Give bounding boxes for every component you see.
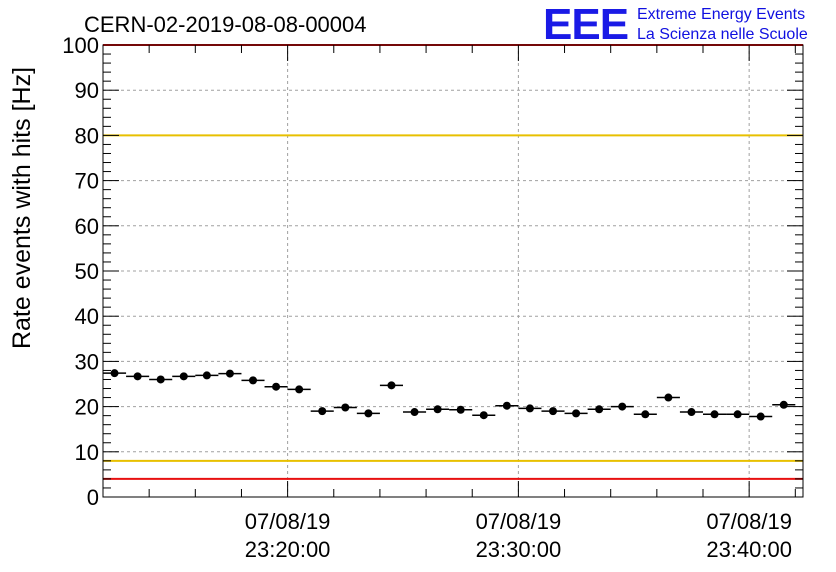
data-point <box>687 408 696 417</box>
reference-lines <box>103 44 803 480</box>
data-point <box>272 382 281 391</box>
y-tick-label: 80 <box>75 123 99 148</box>
data-point <box>364 409 373 418</box>
x-tick-date: 07/08/19 <box>476 509 562 534</box>
x-axis: 07/08/19 23:20:00 07/08/19 23:30:00 07/08/19… <box>102 45 796 562</box>
y-tick-label: 60 <box>75 214 99 239</box>
data-point <box>618 402 627 411</box>
chart-title: CERN-02-2019-08-08-00004 <box>84 12 367 37</box>
y-axis-label: Rate events with hits [Hz] <box>8 67 36 349</box>
eee-logo: EEE Extreme Energy Events La Scienza nel… <box>543 0 808 49</box>
data-point <box>710 410 719 419</box>
y-tick-label: 10 <box>75 440 99 465</box>
data-point <box>572 409 581 418</box>
data-point <box>641 410 650 419</box>
y-tick-label: 70 <box>75 169 99 194</box>
y-tick-label: 100 <box>62 33 99 58</box>
y-tick-label: 40 <box>75 304 99 329</box>
data-series <box>103 369 796 421</box>
data-point <box>202 371 211 380</box>
data-point <box>433 405 442 414</box>
data-point <box>595 405 604 414</box>
data-point <box>456 405 465 414</box>
data-point <box>295 385 304 394</box>
x-tick-date: 07/08/19 <box>245 509 331 534</box>
data-point <box>733 410 742 419</box>
logo-line-1: Extreme Energy Events <box>637 6 805 23</box>
x-tick-date: 07/08/19 <box>706 509 792 534</box>
y-tick-label: 90 <box>75 78 99 103</box>
y-tick-label: 50 <box>75 259 99 284</box>
logo-line-2: La Scienza nelle Scuole <box>637 26 808 43</box>
data-point <box>549 407 557 416</box>
y-tick-label: 0 <box>87 485 99 510</box>
y-axis: 0 10 20 30 40 50 60 70 80 90 100 <box>62 33 803 510</box>
data-point <box>225 369 234 378</box>
data-point <box>756 412 765 421</box>
data-point <box>525 404 534 413</box>
data-point <box>779 400 788 409</box>
data-point <box>502 401 511 410</box>
x-tick-time: 23:20:00 <box>245 537 331 562</box>
data-point <box>341 403 350 412</box>
data-point <box>133 372 142 381</box>
grid <box>103 45 803 497</box>
x-tick-time: 23:30:00 <box>476 537 562 562</box>
data-point <box>110 369 119 378</box>
data-point <box>664 393 673 402</box>
data-point <box>410 408 419 417</box>
y-tick-label: 20 <box>75 395 99 420</box>
y-tick-label: 30 <box>75 349 99 374</box>
data-point <box>387 381 396 390</box>
data-point <box>249 376 257 385</box>
x-tick-time: 23:40:00 <box>706 537 792 562</box>
eee-logo-mark: EEE <box>543 0 628 49</box>
data-point <box>156 375 165 384</box>
data-point <box>479 411 488 420</box>
data-point <box>179 372 188 381</box>
data-point <box>318 407 327 416</box>
